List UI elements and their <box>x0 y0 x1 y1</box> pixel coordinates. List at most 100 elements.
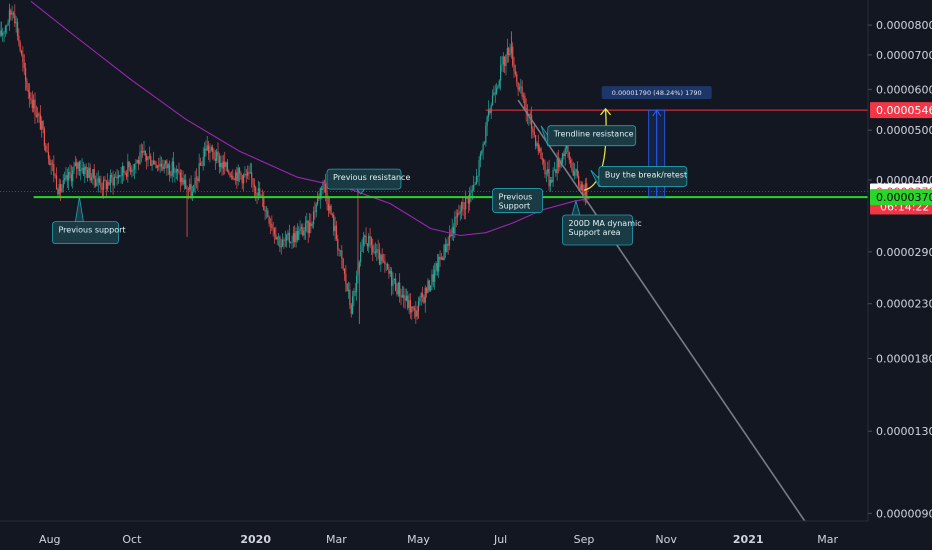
candle-body[interactable] <box>504 56 506 66</box>
candle[interactable] <box>236 166 238 190</box>
candle[interactable] <box>178 162 180 175</box>
candle-body[interactable] <box>33 99 35 109</box>
candle[interactable] <box>101 182 103 199</box>
candle-body[interactable] <box>311 224 313 226</box>
candle-body[interactable] <box>368 236 370 247</box>
candle[interactable] <box>148 146 150 160</box>
candle-body[interactable] <box>494 92 496 94</box>
candle-body[interactable] <box>564 148 566 157</box>
candle-body[interactable] <box>574 172 576 176</box>
candle-body[interactable] <box>307 220 309 234</box>
candle-body[interactable] <box>405 295 408 301</box>
candle-body[interactable] <box>162 166 164 170</box>
candle-body[interactable] <box>244 174 246 176</box>
candle[interactable] <box>151 159 153 171</box>
candle-body[interactable] <box>337 239 339 250</box>
candle-body[interactable] <box>430 285 432 291</box>
candle[interactable] <box>311 221 313 229</box>
candle-body[interactable] <box>572 170 574 176</box>
candle-body[interactable] <box>583 193 585 196</box>
candle[interactable] <box>403 286 405 308</box>
candle[interactable] <box>269 218 272 235</box>
candle[interactable] <box>228 169 230 176</box>
candle[interactable] <box>0 21 1 38</box>
candle-body[interactable] <box>272 227 274 229</box>
candle-body[interactable] <box>536 143 538 147</box>
candle[interactable] <box>421 286 424 303</box>
candle-body[interactable] <box>342 258 344 269</box>
candle-body[interactable] <box>411 306 413 313</box>
candle-body[interactable] <box>209 150 211 153</box>
candle[interactable] <box>287 229 289 241</box>
candle[interactable] <box>90 173 93 184</box>
candle-body[interactable] <box>427 280 429 293</box>
candle-body[interactable] <box>80 169 82 172</box>
candle[interactable] <box>316 191 319 206</box>
candle[interactable] <box>179 169 181 191</box>
candle-body[interactable] <box>63 178 66 181</box>
candle[interactable] <box>11 5 13 21</box>
candle[interactable] <box>140 143 142 163</box>
candle[interactable] <box>551 176 553 184</box>
candle[interactable] <box>343 267 346 281</box>
candle[interactable] <box>454 211 456 238</box>
candle[interactable] <box>185 174 187 190</box>
candle-body[interactable] <box>69 172 71 175</box>
candle[interactable] <box>10 8 12 21</box>
candle[interactable] <box>129 162 132 175</box>
candle[interactable] <box>247 165 249 180</box>
candle[interactable] <box>82 161 85 177</box>
candle-body[interactable] <box>326 192 328 204</box>
candle[interactable] <box>333 212 335 236</box>
candle[interactable] <box>26 77 28 92</box>
candle-body[interactable] <box>370 238 373 246</box>
candle-body[interactable] <box>516 73 518 83</box>
candle[interactable] <box>237 164 239 186</box>
candle[interactable] <box>4 24 6 38</box>
candle-body[interactable] <box>296 231 299 240</box>
candle[interactable] <box>7 19 9 26</box>
candle[interactable] <box>88 162 90 179</box>
candle[interactable] <box>76 158 78 179</box>
candle[interactable] <box>20 49 23 57</box>
candle[interactable] <box>120 166 122 184</box>
candle[interactable] <box>78 160 80 176</box>
candle[interactable] <box>234 169 237 185</box>
candle-body[interactable] <box>378 250 381 265</box>
candle-body[interactable] <box>586 183 588 198</box>
candle[interactable] <box>229 172 231 179</box>
candle-body[interactable] <box>369 236 371 239</box>
candle-body[interactable] <box>310 222 312 226</box>
candle-body[interactable] <box>96 182 98 186</box>
candle-body[interactable] <box>109 175 111 185</box>
candle-body[interactable] <box>143 150 145 153</box>
candle[interactable] <box>376 244 378 262</box>
candle-body[interactable] <box>85 166 87 170</box>
candle[interactable] <box>312 206 315 229</box>
candle-body[interactable] <box>356 275 358 292</box>
candle-body[interactable] <box>428 280 430 291</box>
candle-body[interactable] <box>349 289 351 305</box>
candle-body[interactable] <box>451 227 453 236</box>
candle[interactable] <box>540 146 542 160</box>
candle[interactable] <box>108 179 110 186</box>
candle-body[interactable] <box>407 295 409 309</box>
candle-body[interactable] <box>70 174 72 182</box>
candle-body[interactable] <box>423 296 425 303</box>
candle[interactable] <box>259 182 261 197</box>
candle[interactable] <box>500 56 502 91</box>
candle[interactable] <box>55 167 58 190</box>
candle-body[interactable] <box>202 156 204 166</box>
candle-body[interactable] <box>194 177 196 186</box>
candle-body[interactable] <box>116 176 118 179</box>
candle[interactable] <box>171 157 173 183</box>
candle-body[interactable] <box>125 173 128 177</box>
candle-body[interactable] <box>195 177 198 179</box>
candle[interactable] <box>329 197 331 214</box>
candle[interactable] <box>279 235 281 252</box>
candle[interactable] <box>84 164 86 184</box>
candle-body[interactable] <box>279 236 281 248</box>
candle[interactable] <box>280 239 282 255</box>
candle-body[interactable] <box>61 187 63 193</box>
candle[interactable] <box>27 83 29 100</box>
